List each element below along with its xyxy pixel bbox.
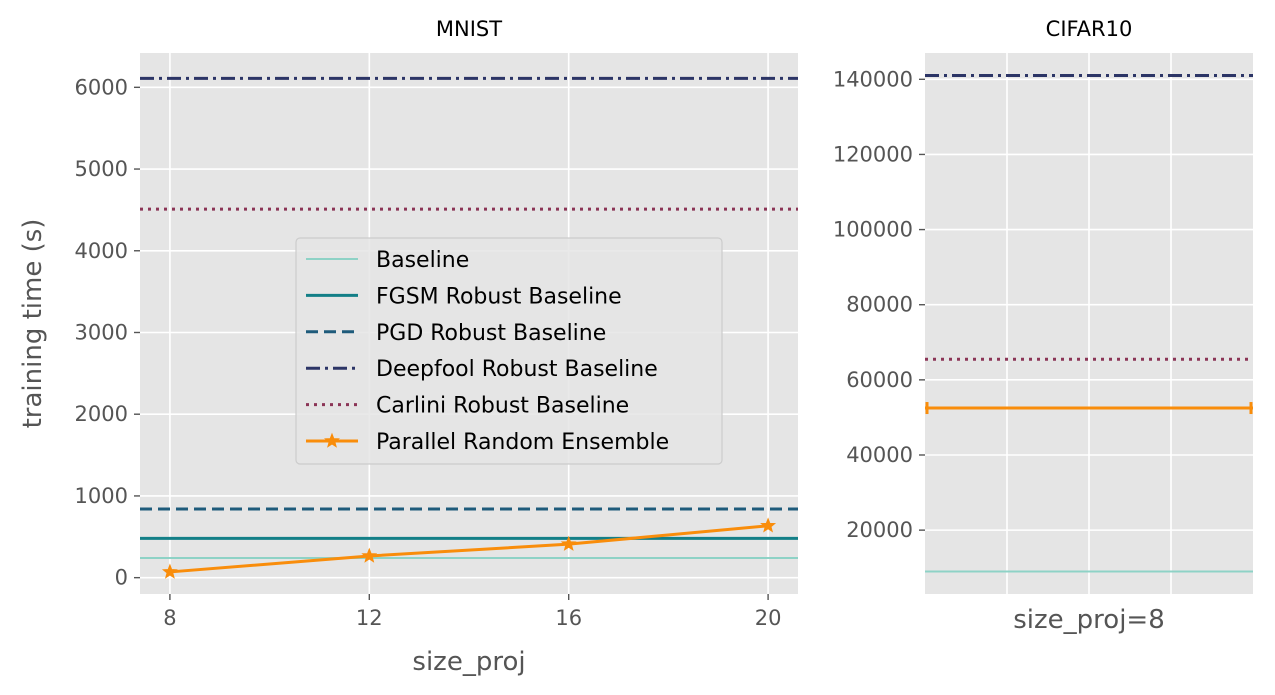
chart-title: CIFAR10	[1046, 17, 1133, 41]
chart-title: MNIST	[436, 17, 502, 41]
y-tick-label: 20000	[846, 518, 913, 542]
x-tick-label: 8	[163, 606, 176, 630]
y-tick-label: 120000	[833, 142, 913, 166]
mnist-chart: 0 1000 2000 3000 4000 5000 6000 8 12 16 20 MNIST siz…	[18, 17, 798, 677]
x-tick-label: 12	[356, 606, 383, 630]
data-point-star	[361, 547, 378, 563]
legend-label: Parallel Random Ensemble	[376, 430, 669, 455]
y-tick-label: 60000	[846, 368, 913, 392]
y-axis-label: training time (s)	[18, 219, 48, 429]
y-tick-label: 40000	[846, 443, 913, 467]
x-tick-label: 20	[755, 606, 782, 630]
y-tick-label: 2000	[75, 402, 128, 426]
legend-label: Deepfool Robust Baseline	[376, 357, 658, 382]
legend-star-marker	[324, 432, 340, 448]
legend-label: Carlini Robust Baseline	[376, 394, 629, 419]
x-tick-label: 16	[555, 606, 582, 630]
y-tick-label: 1000	[75, 484, 128, 508]
y-tick-label: 6000	[75, 75, 128, 99]
legend-label: PGD Robust Baseline	[376, 321, 606, 346]
data-point-star	[760, 517, 777, 533]
y-tick-label: 3000	[75, 320, 128, 344]
legend-label: FGSM Robust Baseline	[376, 284, 622, 309]
x-axis-label: size_proj	[412, 647, 525, 677]
series-line-parallel-random-ensemble	[169, 524, 769, 574]
x-axis-label: size_proj=8	[1013, 605, 1165, 635]
legend-label: Baseline	[376, 248, 469, 273]
legend: Baseline FGSM Robust Baseline PGD Robust B…	[295, 237, 723, 465]
legend-box	[295, 237, 723, 465]
data-point-star	[161, 563, 178, 579]
y-tick-label: 4000	[75, 239, 128, 263]
y-tick-label: 5000	[75, 157, 128, 181]
y-tick-label: 0	[115, 566, 128, 590]
cifar10-chart: 20000 40000 60000 80000 100000 120000 140000 CI…	[833, 17, 1253, 635]
y-tick-label: 100000	[833, 218, 913, 242]
y-tick-label: 140000	[833, 67, 913, 91]
data-point-star	[560, 535, 577, 551]
y-tick-label: 80000	[846, 293, 913, 317]
